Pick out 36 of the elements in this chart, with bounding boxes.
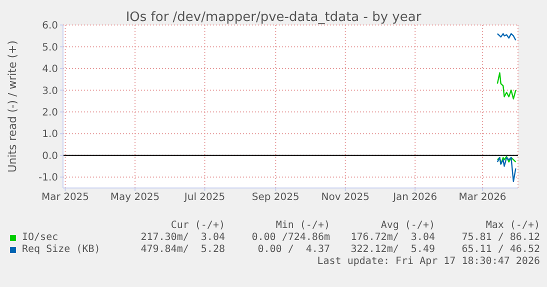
y-tick-label: 5.0 xyxy=(42,42,58,54)
x-tick-label: Mar 2026 xyxy=(458,192,506,204)
text: Min (-/+) xyxy=(274,220,330,232)
line-series xyxy=(496,72,516,100)
x-tick-label: Sep 2025 xyxy=(252,192,300,204)
x-tick-label: Jul 2025 xyxy=(183,192,226,204)
line-series xyxy=(496,156,516,165)
y-tick-label: 2.0 xyxy=(42,107,58,118)
x-tick-label: Nov 2025 xyxy=(321,192,370,204)
y-tick-label: 0.0 xyxy=(42,150,58,162)
y-axis-title: Units read (-) / write (+) xyxy=(6,40,19,173)
text: 217.30m/ 3.04 xyxy=(140,232,225,244)
text: Max (-/+) xyxy=(484,220,540,232)
text: Cur (-/+) xyxy=(170,220,225,232)
y-tick-label: 4.0 xyxy=(42,64,58,76)
x-tick-label: Jan 2026 xyxy=(392,192,438,204)
line-series xyxy=(496,33,516,41)
text: Avg (-/+) xyxy=(380,220,435,232)
y-tick-label: 1.0 xyxy=(42,129,58,140)
text: Last update: Fri Apr 17 18:30:47 2026 xyxy=(316,256,540,268)
legend-label: Req Size (KB) xyxy=(21,244,102,256)
text: 322.12m/ 5.49 xyxy=(350,244,435,256)
x-tick-label: May 2025 xyxy=(110,192,160,204)
y-tick-label: 3.0 xyxy=(42,86,58,97)
text: 0.00 / 4.37 xyxy=(256,244,330,256)
text: 65.11 / 46.52 xyxy=(460,244,540,256)
y-tick-label: -1.0 xyxy=(38,172,58,184)
text: 0.00 /724.86m xyxy=(250,232,330,244)
text: 176.72m/ 3.04 xyxy=(350,232,435,244)
chart-title: IOs for /dev/mapper/pve-data_tdata - by year xyxy=(126,10,422,25)
y-tick-label: 6.0 xyxy=(42,20,58,32)
x-tick-label: Mar 2025 xyxy=(42,192,90,204)
line-series xyxy=(496,156,516,182)
legend-label: IO/sec xyxy=(21,232,60,244)
text: 479.84m/ 5.28 xyxy=(140,244,225,256)
text: 75.81 / 86.12 xyxy=(460,232,540,244)
